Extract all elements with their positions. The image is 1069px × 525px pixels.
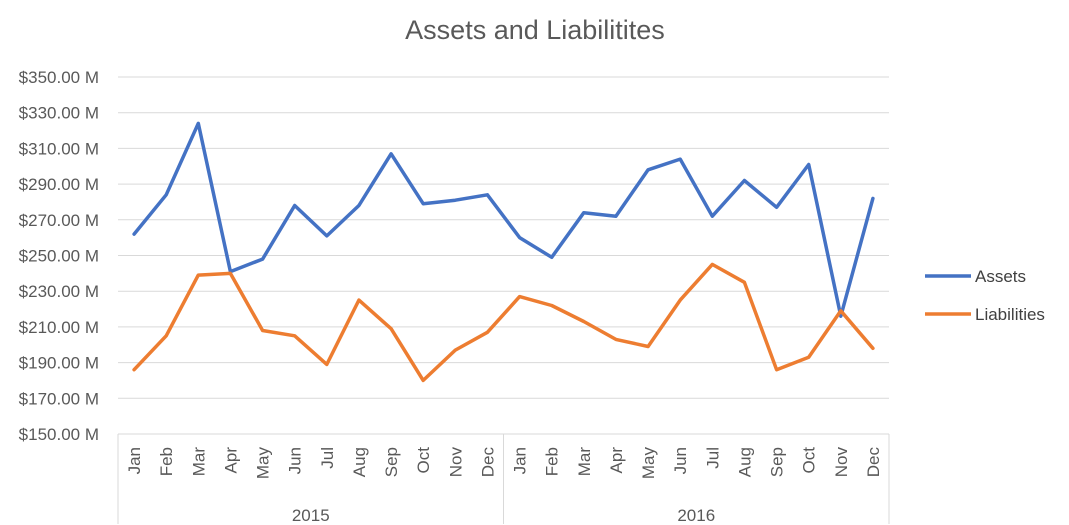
y-tick-label: $190.00 M <box>19 354 99 373</box>
x-tick-label: Sep <box>382 447 401 477</box>
legend: Assets Liabilities <box>925 267 1045 324</box>
x-tick-label: Jun <box>671 447 690 474</box>
chart-title: Assets and Liabilitites <box>405 15 665 45</box>
x-tick-label: Feb <box>543 447 562 476</box>
series-line-assets <box>132 121 875 318</box>
x-tick-label: Jul <box>318 447 337 469</box>
x-tick-label: Jun <box>286 447 305 474</box>
y-axis: $150.00 M $170.00 M $190.00 M $210.00 M $230… <box>19 68 99 444</box>
x-tick-label: Jul <box>703 447 722 469</box>
x-tick-label: May <box>639 447 658 480</box>
series-line-liabilities <box>132 262 875 383</box>
year-label: 2015 <box>292 506 330 525</box>
legend-label-assets: Assets <box>975 267 1026 286</box>
x-tick-label: May <box>254 447 273 480</box>
y-tick-label: $310.00 M <box>19 139 99 158</box>
x-tick-label: Dec <box>864 447 883 478</box>
y-tick-label: $170.00 M <box>19 389 99 408</box>
y-tick-label: $270.00 M <box>19 211 99 230</box>
x-tick-label: Feb <box>157 447 176 476</box>
y-tick-label: $150.00 M <box>19 425 99 444</box>
x-tick-label: Mar <box>189 447 208 477</box>
x-tick-label: Jan <box>125 447 144 474</box>
x-tick-label: Nov <box>832 447 851 478</box>
x-tick-label: Dec <box>478 447 497 478</box>
x-tick-label: Apr <box>607 447 626 474</box>
x-tick-label: Mar <box>575 447 594 477</box>
x-tick-label: Apr <box>221 447 240 474</box>
y-tick-label: $290.00 M <box>19 175 99 194</box>
x-tick-label: Oct <box>800 447 819 474</box>
series-lines <box>132 121 875 383</box>
x-tick-label: Aug <box>350 447 369 477</box>
x-tick-label: Aug <box>735 447 754 477</box>
y-tick-label: $330.00 M <box>19 104 99 123</box>
x-axis: Jan Feb Mar Apr May Jun Jul Aug Sep Oct Nov Dec Jan F… <box>117 434 890 525</box>
y-tick-label: $350.00 M <box>19 68 99 87</box>
x-tick-label: Nov <box>446 447 465 478</box>
x-tick-label: Oct <box>414 447 433 474</box>
y-tick-label: $250.00 M <box>19 247 99 266</box>
x-tick-label: Sep <box>768 447 787 477</box>
x-tick-label: Jan <box>511 447 530 474</box>
year-label: 2016 <box>677 506 715 525</box>
y-tick-label: $210.00 M <box>19 318 99 337</box>
y-tick-label: $230.00 M <box>19 282 99 301</box>
legend-label-liabilities: Liabilities <box>975 305 1045 324</box>
gridlines <box>118 76 889 435</box>
